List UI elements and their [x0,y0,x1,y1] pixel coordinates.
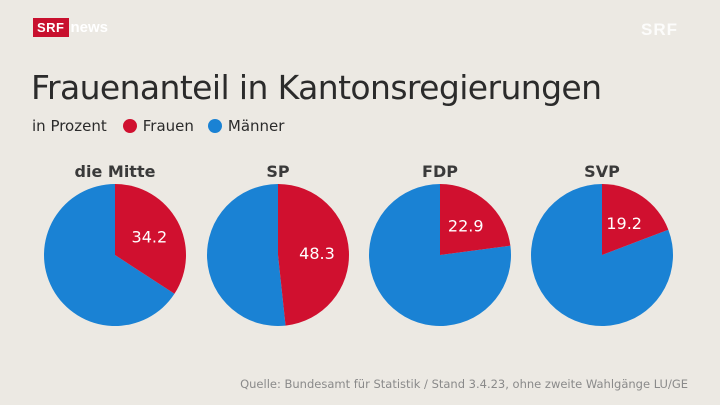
srf-watermark: SRF [641,20,678,39]
slice-frauen-svp [602,184,669,255]
value-label-frauen-die-mitte: 34.2 [132,227,168,246]
slice-frauen-sp [278,184,350,326]
legend: in Prozent Frauen Männer [32,117,298,135]
pie-label-svp: SVP [584,162,620,181]
slice-maenner-die-mitte [43,184,175,326]
value-label-frauen-fdp: 22.9 [448,217,484,236]
legend-item-frauen: Frauen [122,117,194,135]
source-note: Quelle: Bundesamt für Statistik / Stand … [240,377,688,391]
chart-title: Frauenanteil in Kantonsregierungen [31,68,602,107]
srf-logo-box: SRF [33,18,69,37]
slice-frauen-die-mitte [115,184,186,294]
legend-dot-frauen [122,119,137,133]
pie-label-sp: SP [266,162,290,181]
slice-maenner-sp [207,184,286,326]
legend-label-maenner: Männer [227,117,285,135]
value-label-frauen-svp: 19.2 [606,214,642,233]
srf-news-logo: SRF news [33,18,108,37]
news-logo-text: news [70,19,109,36]
pie-label-die-mitte: die Mitte [75,162,156,181]
legend-item-maenner: Männer [207,117,285,135]
unit-label: in Prozent [32,117,107,135]
legend-dot-maenner [207,119,222,133]
pie-label-fdp: FDP [422,162,458,181]
legend-label-frauen: Frauen [142,117,194,135]
slice-frauen-fdp [440,184,511,255]
value-label-frauen-sp: 48.3 [299,244,335,263]
